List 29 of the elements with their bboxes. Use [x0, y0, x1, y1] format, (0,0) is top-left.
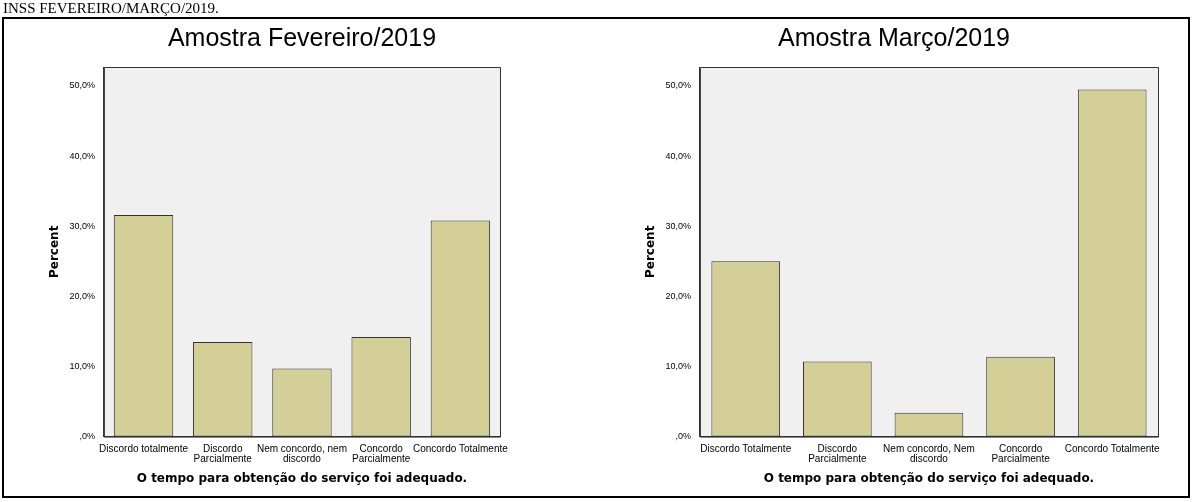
- y-tick-label: 50,0%: [69, 80, 95, 91]
- y-tick-label: 20,0%: [665, 290, 691, 301]
- x-tick-label: Concordo Totalmente: [1064, 443, 1161, 455]
- y-tick-label: 20,0%: [69, 290, 95, 301]
- y-tick-label: 40,0%: [69, 150, 95, 161]
- x-tick-label: Concordo Parcialmente: [352, 443, 411, 465]
- x-tick-label: Concordo Totalmente: [412, 443, 509, 455]
- y-tick-label: 40,0%: [665, 150, 691, 161]
- x-tick-label: Discordo Parcialmente: [193, 443, 253, 465]
- x-tick-label: Concordo Parcialmente: [991, 443, 1051, 465]
- x-axis-title: O tempo para obtenção do serviço foi adequado.: [763, 470, 1095, 485]
- y-axis-title: Percent: [47, 225, 62, 278]
- y-tick-label: ,0%: [675, 431, 691, 442]
- y-tick-label: ,0%: [79, 431, 95, 442]
- chart-title: Amostra Março/2019: [776, 23, 1011, 53]
- x-tick-label: Nem concordo, nem discordo: [256, 443, 347, 465]
- y-tick-label: 30,0%: [69, 220, 95, 231]
- x-axis-title: O tempo para obtenção do serviço foi adequado.: [136, 470, 468, 485]
- y-tick-label: 30,0%: [665, 220, 691, 231]
- x-tick-label: Discordo Totalmente: [700, 443, 792, 455]
- x-tick-label: Nem concordo, Nem discordo: [883, 443, 975, 465]
- y-tick-label: 10,0%: [69, 360, 95, 371]
- x-tick-label: Discordo totalmente: [99, 443, 189, 455]
- y-tick-label: 50,0%: [665, 80, 691, 91]
- y-axis-title: Percent: [643, 225, 658, 278]
- x-tick-label: Discordo Parcialmente: [808, 443, 867, 465]
- chart-title: Amostra Fevereiro/2019: [166, 23, 438, 53]
- text: INSS FEVEREIRO/MARÇO/2019.: [3, 0, 219, 16]
- y-tick-label: 10,0%: [665, 360, 691, 371]
